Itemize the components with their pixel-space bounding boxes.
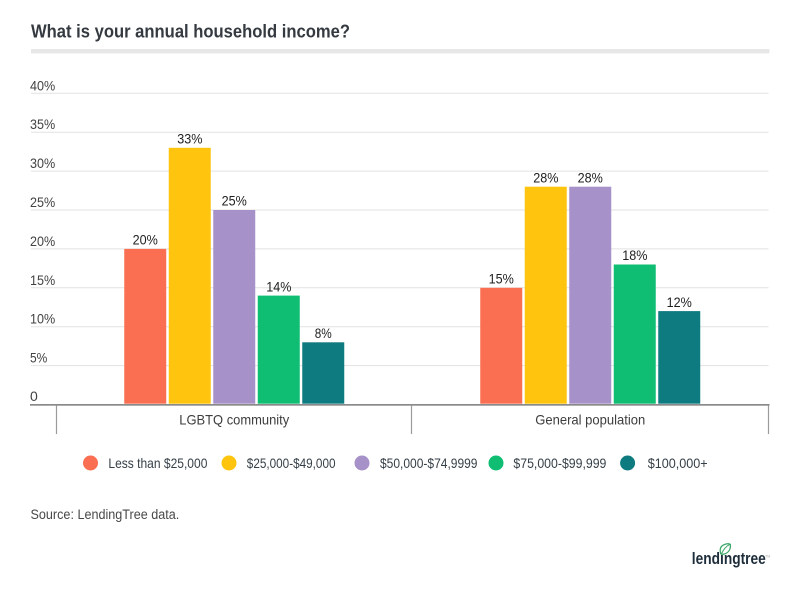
svg-text:40%: 40% [30,77,55,93]
svg-text:15%: 15% [30,272,55,288]
svg-text:$25,000-$49,000: $25,000-$49,000 [247,455,336,471]
svg-text:$100,000+: $100,000+ [648,455,708,471]
svg-text:14%: 14% [266,278,291,294]
svg-text:Source: LendingTree data.: Source: LendingTree data. [31,507,180,522]
svg-text:12%: 12% [667,294,692,310]
svg-text:20%: 20% [133,232,158,248]
svg-text:10%: 10% [30,311,55,327]
svg-text:30%: 30% [30,155,55,171]
svg-text:15%: 15% [489,271,514,287]
svg-text:$75,000-$99,999: $75,000-$99,999 [513,455,606,471]
svg-text:25%: 25% [222,193,247,209]
svg-text:25%: 25% [30,194,55,210]
svg-text:18%: 18% [622,247,647,263]
svg-text:lendingtree: lendingtree [692,549,766,568]
svg-text:8%: 8% [315,325,332,341]
svg-text:20%: 20% [30,233,55,249]
svg-text:$50,000-$74,9999: $50,000-$74,9999 [380,455,478,471]
svg-text:5%: 5% [30,350,47,366]
svg-text:35%: 35% [30,116,55,132]
svg-text:TM: TM [765,555,770,559]
svg-text:What is your annual household: What is your annual household income? [31,21,350,42]
svg-text:LGBTQ community: LGBTQ community [179,412,289,428]
svg-text:28%: 28% [578,169,603,185]
svg-text:General population: General population [535,412,645,428]
svg-text:28%: 28% [533,169,558,185]
svg-text:33%: 33% [177,131,202,147]
svg-text:0: 0 [30,388,38,404]
svg-text:Less than $25,000: Less than $25,000 [108,455,207,471]
